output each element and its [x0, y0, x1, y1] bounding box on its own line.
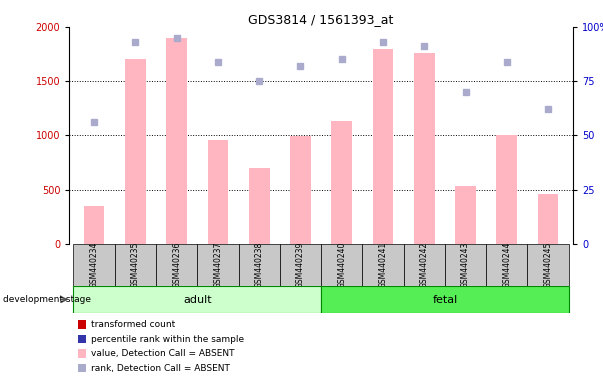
Text: GSM440240: GSM440240	[337, 242, 346, 288]
FancyBboxPatch shape	[362, 244, 403, 286]
Text: GSM440243: GSM440243	[461, 242, 470, 288]
Text: transformed count: transformed count	[91, 320, 175, 329]
Text: development stage: development stage	[3, 295, 91, 304]
Text: GSM440239: GSM440239	[296, 242, 305, 288]
Bar	[332, 121, 352, 244]
FancyBboxPatch shape	[445, 244, 486, 286]
FancyBboxPatch shape	[280, 244, 321, 286]
FancyBboxPatch shape	[115, 244, 156, 286]
FancyBboxPatch shape	[74, 286, 321, 313]
Bar	[249, 168, 270, 244]
Text: GSM440238: GSM440238	[254, 242, 264, 288]
FancyBboxPatch shape	[528, 244, 569, 286]
Bar	[290, 136, 311, 244]
Title: GDS3814 / 1561393_at: GDS3814 / 1561393_at	[248, 13, 394, 26]
Text: GSM440236: GSM440236	[172, 242, 181, 288]
Bar	[125, 60, 146, 244]
FancyBboxPatch shape	[74, 244, 115, 286]
Bar	[414, 53, 435, 244]
Bar	[207, 140, 229, 244]
Text: GSM440237: GSM440237	[213, 242, 223, 288]
Text: fetal: fetal	[432, 295, 458, 305]
Text: GSM440241: GSM440241	[379, 242, 388, 288]
Text: GSM440245: GSM440245	[543, 242, 552, 288]
Bar	[496, 136, 517, 244]
Bar	[84, 206, 104, 244]
Bar	[538, 194, 558, 244]
Bar	[373, 49, 393, 244]
Text: GSM440235: GSM440235	[131, 242, 140, 288]
Text: GSM440234: GSM440234	[90, 242, 99, 288]
Text: percentile rank within the sample: percentile rank within the sample	[91, 334, 244, 344]
FancyBboxPatch shape	[486, 244, 528, 286]
FancyBboxPatch shape	[197, 244, 239, 286]
Text: GSM440244: GSM440244	[502, 242, 511, 288]
FancyBboxPatch shape	[403, 244, 445, 286]
Bar	[455, 186, 476, 244]
Text: adult: adult	[183, 295, 212, 305]
FancyBboxPatch shape	[239, 244, 280, 286]
FancyBboxPatch shape	[321, 244, 362, 286]
FancyBboxPatch shape	[321, 286, 569, 313]
Text: GSM440242: GSM440242	[420, 242, 429, 288]
Text: rank, Detection Call = ABSENT: rank, Detection Call = ABSENT	[91, 364, 230, 373]
FancyBboxPatch shape	[156, 244, 197, 286]
Text: value, Detection Call = ABSENT: value, Detection Call = ABSENT	[91, 349, 235, 358]
Bar	[166, 38, 187, 244]
